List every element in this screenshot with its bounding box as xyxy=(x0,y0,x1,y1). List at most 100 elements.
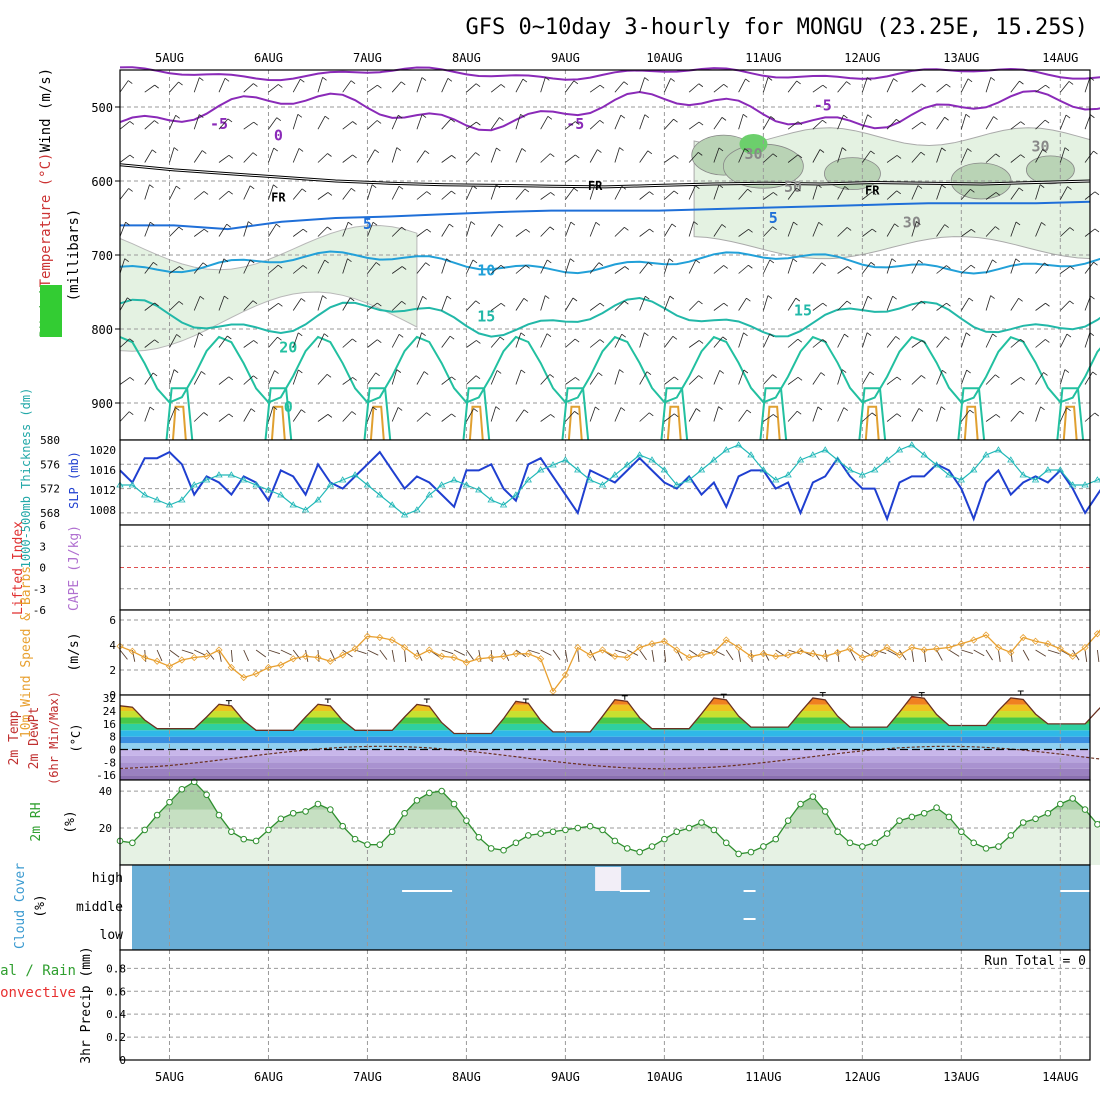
wind-barb xyxy=(738,78,746,93)
wind-barb xyxy=(342,80,352,93)
wind-barb xyxy=(268,84,279,93)
thickness-ytick-label: 580 xyxy=(40,434,60,447)
wind-barb-flag xyxy=(966,369,971,374)
contour-surface-loop xyxy=(561,387,590,441)
wind-barb xyxy=(985,333,993,348)
wind-barb xyxy=(639,332,645,348)
rh2m-marker xyxy=(289,809,297,817)
wind-barb xyxy=(144,184,150,200)
wind-barb-flag xyxy=(718,147,724,152)
rh2m-marker xyxy=(327,806,334,813)
rh2m-marker xyxy=(722,839,730,847)
wind-barb xyxy=(911,221,917,237)
wind-barb-flag xyxy=(797,338,803,343)
wind-barb-flag xyxy=(770,116,775,120)
wind10m-marker xyxy=(203,652,211,660)
wind-barb xyxy=(193,262,204,274)
wind-barb xyxy=(515,332,522,348)
wind-barb xyxy=(886,223,895,237)
slp-marker xyxy=(598,481,607,488)
wind-barb-flag xyxy=(129,121,135,125)
wind-barb xyxy=(1010,187,1020,200)
wind-barb xyxy=(342,154,353,163)
wind-barb-flag xyxy=(352,377,357,381)
wind-barb xyxy=(664,258,670,274)
wind10m-marker xyxy=(178,656,186,664)
wind-barb-flag xyxy=(871,412,877,417)
minmax-ylabel: (6hr Min/Max) xyxy=(47,691,61,785)
slp-marker xyxy=(1044,466,1052,473)
rh2m-marker xyxy=(562,826,569,834)
wind-barb-flag xyxy=(718,184,724,189)
rh2m-marker xyxy=(982,845,990,852)
wind-barb xyxy=(961,229,972,237)
cloud-ytick-label: middle xyxy=(76,900,123,915)
wind-barb-flag xyxy=(870,262,876,266)
rh2m-marker xyxy=(401,809,408,817)
wind-barb xyxy=(144,302,155,311)
wind-barb-flag xyxy=(767,77,773,81)
slp-marker xyxy=(524,476,532,483)
wind-barb xyxy=(960,332,967,348)
wind-barb xyxy=(367,149,376,163)
wind-barb-flag xyxy=(574,411,579,415)
x-tick-label-bottom: 11AUG xyxy=(745,1070,781,1084)
wind-barb xyxy=(565,80,575,93)
wind-barb xyxy=(614,147,620,163)
rh2m-marker xyxy=(821,808,829,815)
wind-barb xyxy=(441,155,452,163)
wind10m-barb xyxy=(466,649,474,660)
contour-plus10 xyxy=(119,250,1100,275)
wind-barb xyxy=(787,258,794,274)
wind10m-marker xyxy=(809,650,817,658)
wind-barb xyxy=(515,188,526,200)
wind-barb xyxy=(886,336,897,348)
wind-barb-flag xyxy=(896,155,902,159)
wind-barb xyxy=(243,408,252,422)
slp-marker xyxy=(846,466,854,473)
wind-barb xyxy=(985,77,992,93)
wind-barb-flag xyxy=(1094,228,1100,233)
wind-barb xyxy=(540,77,546,93)
wind-barb xyxy=(787,154,799,163)
wind-barb-flag xyxy=(421,77,427,81)
wind-barb-flag xyxy=(918,408,924,412)
wind-panel-bg xyxy=(120,610,1090,695)
wind-barb-flag xyxy=(198,332,204,336)
wind-barb xyxy=(738,148,746,163)
wind-barb-flag xyxy=(154,339,159,344)
wind-barb xyxy=(391,301,402,311)
wind-barb-flag xyxy=(349,297,355,302)
wind-barb xyxy=(391,407,399,422)
wind10m-marker xyxy=(413,652,421,660)
wind-barb-flag xyxy=(644,332,649,336)
slp-marker xyxy=(413,506,421,513)
wind-barb-flag xyxy=(644,77,649,81)
wind-barb xyxy=(1035,222,1042,237)
wind10m-marker xyxy=(141,653,149,662)
wind-barb xyxy=(985,295,991,311)
precip-convective-label: Convective xyxy=(0,985,76,1001)
rh2m-marker xyxy=(240,835,248,843)
slp-marker xyxy=(648,456,656,463)
slp-marker xyxy=(611,471,619,478)
wind-barb xyxy=(787,338,799,348)
wind-barb-flag xyxy=(844,186,849,190)
wind-barb xyxy=(169,226,180,237)
wind-barb-flag xyxy=(228,155,234,159)
wind-barb-flag xyxy=(227,118,233,123)
wind-barb-flag xyxy=(470,221,476,225)
instability-ytick-label: -6 xyxy=(33,604,46,617)
wind-barb xyxy=(144,406,151,422)
wind-barb xyxy=(317,192,329,200)
wind-barb xyxy=(1084,77,1091,93)
wind-barb xyxy=(936,406,942,422)
x-tick-label-bottom: 13AUG xyxy=(943,1070,979,1084)
wind-barb xyxy=(416,332,422,348)
rh2m-marker xyxy=(933,804,940,812)
wind-barb xyxy=(243,121,254,130)
wind-barb-flag xyxy=(175,407,180,411)
contour-surface-loop xyxy=(957,387,986,441)
wind-barb-flag xyxy=(326,374,332,378)
cloud-gap xyxy=(402,890,453,892)
